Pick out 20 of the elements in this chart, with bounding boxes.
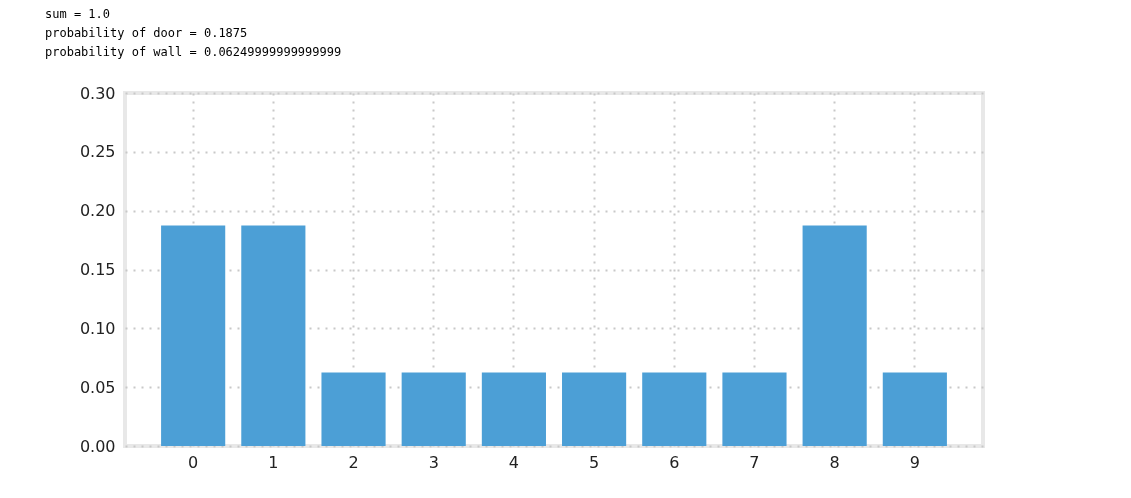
y-tick-label: 0.25 [79, 142, 116, 162]
x-tick-label: 5 [589, 452, 600, 472]
y-tick-label: 0.05 [79, 377, 116, 397]
x-tick-label: 3 [428, 452, 439, 472]
x-tick-label: 4 [508, 452, 519, 472]
text: probability of door = 0.1875 [45, 26, 248, 40]
x-tick-label: 6 [669, 452, 680, 472]
x-tick-label: 2 [348, 452, 359, 472]
y-tick-label: 0.15 [79, 260, 116, 279]
x-tick-label: 0 [188, 452, 199, 472]
x-tick-label: 1 [268, 452, 279, 472]
text: probability of wall = 0.06249999999999999 [45, 45, 342, 59]
x-tick-label: 7 [749, 452, 760, 472]
y-tick-label: 0.20 [79, 201, 116, 221]
x-tick-label: 8 [829, 452, 840, 472]
y-tick-label: 0.10 [79, 318, 116, 338]
x-tick-label: 9 [909, 452, 920, 472]
y-tick-label: 0.30 [79, 83, 116, 103]
text: sum = 1.0 [45, 7, 111, 21]
y-tick-label: 0.00 [79, 436, 116, 456]
